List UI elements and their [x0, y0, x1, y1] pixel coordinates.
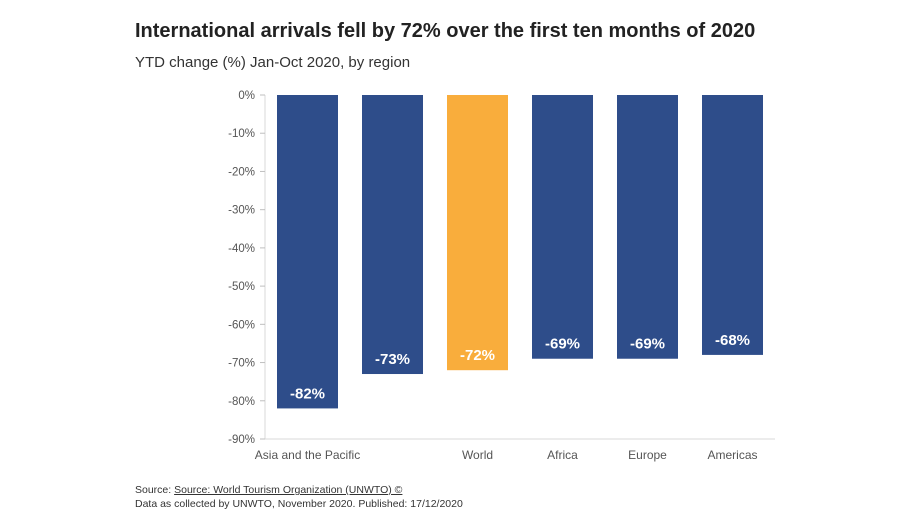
chart-title: International arrivals fell by 72% over … — [135, 20, 756, 42]
chart-subtitle: YTD change (%) Jan-Oct 2020, by region — [135, 54, 411, 71]
y-tick-label: -10% — [228, 128, 255, 140]
y-tick-label: -60% — [228, 319, 255, 331]
y-tick-label: -20% — [228, 166, 255, 178]
y-tick-label: -40% — [228, 243, 255, 255]
data-label: -69% — [630, 336, 665, 353]
x-tick-label: Americas — [707, 448, 757, 462]
x-tick-label: Europe — [628, 448, 667, 462]
y-tick-label: -50% — [228, 281, 255, 293]
data-label: -68% — [715, 332, 750, 349]
bar — [617, 95, 678, 359]
x-tick-label: Africa — [547, 448, 578, 462]
y-tick-label: 0% — [238, 90, 255, 102]
source-prefix: Source: — [135, 484, 175, 496]
data-label: -69% — [545, 336, 580, 353]
publication-note: Data as collected by UNWTO, November 202… — [135, 498, 463, 510]
y-tick-label: -80% — [228, 396, 255, 408]
source-link[interactable]: Source: World Tourism Organization (UNWT… — [174, 484, 403, 496]
x-tick-label: World — [462, 448, 493, 462]
data-label: -82% — [290, 385, 325, 402]
source-line: Source: Source: World Tourism Organizati… — [135, 483, 463, 497]
bar — [447, 95, 508, 371]
data-label: -72% — [460, 347, 495, 364]
bar — [532, 95, 593, 359]
bar — [702, 95, 763, 355]
bar — [362, 95, 423, 375]
data-label: -73% — [375, 351, 410, 368]
source-note: Source: Source: World Tourism Organizati… — [135, 483, 463, 511]
bar — [277, 95, 338, 409]
y-tick-label: -90% — [228, 434, 255, 446]
y-tick-label: -30% — [228, 205, 255, 217]
y-tick-label: -70% — [228, 358, 255, 370]
x-tick-label: Asia and the Pacific — [255, 448, 360, 462]
